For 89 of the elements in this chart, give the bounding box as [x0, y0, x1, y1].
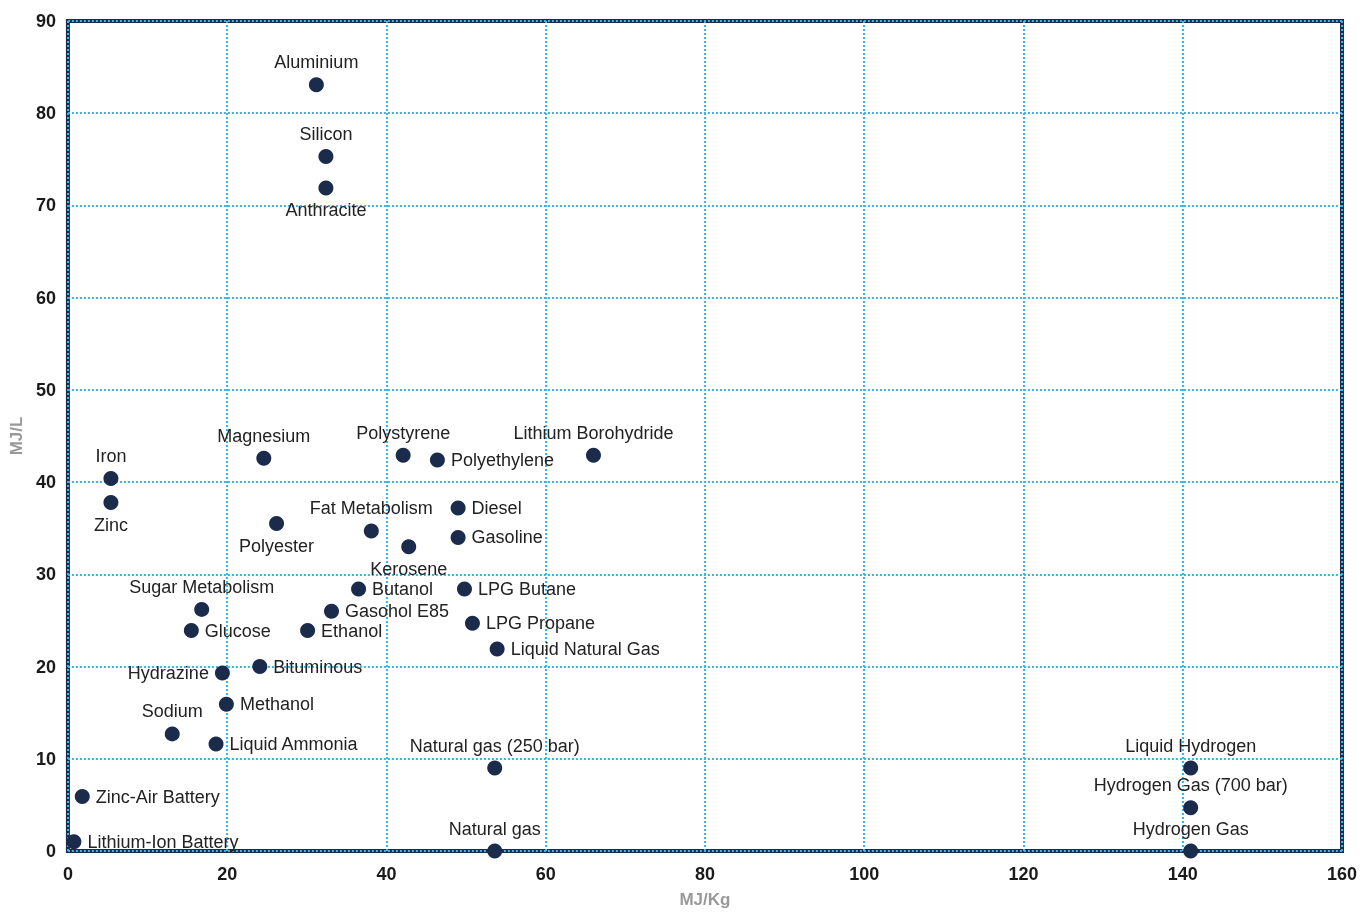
- point: [429, 452, 445, 468]
- annotation: Gasohol E85: [345, 601, 450, 622]
- point: [164, 726, 180, 742]
- point: [487, 760, 503, 776]
- annotation: Ethanol: [321, 620, 383, 641]
- y-tick-label: 60: [35, 287, 56, 308]
- point: [401, 539, 417, 555]
- annotation: Sugar Metabolism: [129, 576, 275, 597]
- annotation: LPG Propane: [485, 613, 596, 634]
- x-tick-label: 80: [694, 864, 715, 884]
- x-tick-label: 60: [535, 864, 556, 884]
- annotation: Methanol: [239, 694, 314, 715]
- x-tick-label: 40: [376, 864, 397, 884]
- x-tick-label: 100: [849, 864, 880, 884]
- annotation: Butanol: [372, 579, 434, 600]
- point: [395, 447, 411, 463]
- point: [256, 450, 272, 466]
- x-tick-label: 120: [1008, 864, 1039, 884]
- annotation: Lithium Borohydride: [513, 422, 674, 443]
- x-axis-title: MJ/Kg: [679, 890, 731, 909]
- y-tick-label: 90: [35, 11, 56, 31]
- annotation: Silicon: [299, 124, 353, 145]
- annotation: Magnesium: [217, 425, 311, 446]
- annotation: LPG Butane: [477, 579, 577, 600]
- point: [1183, 760, 1199, 776]
- point: [74, 789, 90, 805]
- annotation: Sodium: [141, 701, 203, 722]
- annotation: Diesel: [471, 497, 522, 518]
- annotation: Zinc: [93, 514, 128, 535]
- annotation: Bituminous: [273, 656, 363, 677]
- point: [585, 447, 601, 463]
- point: [363, 523, 379, 539]
- point: [194, 601, 210, 617]
- annotation: Lithium-Ion Battery: [87, 831, 239, 852]
- y-tick-label: 30: [35, 564, 56, 585]
- point: [1183, 843, 1199, 859]
- annotation: Natural gas (250 bar): [409, 735, 580, 756]
- point: [269, 516, 285, 532]
- point: [464, 615, 480, 631]
- y-tick-label: 0: [45, 841, 56, 861]
- y-tick-label: 20: [35, 656, 56, 677]
- point: [1183, 800, 1199, 816]
- y-tick-label: 10: [35, 748, 56, 769]
- y-tick-label: 70: [35, 195, 56, 216]
- point: [351, 581, 367, 597]
- annotation: Fat Metabolism: [309, 498, 433, 519]
- annotation: Aluminium: [274, 52, 359, 73]
- annotation: Zinc-Air Battery: [95, 786, 220, 807]
- x-tick-label: 140: [1167, 864, 1198, 884]
- annotation: Hydrazine: [127, 663, 209, 684]
- annotation: Liquid Hydrogen: [1125, 735, 1257, 756]
- point: [103, 470, 119, 486]
- point: [318, 149, 334, 165]
- point: [103, 494, 119, 510]
- annotation: Anthracite: [285, 200, 367, 221]
- x-tick-label: 0: [62, 864, 73, 884]
- point: [66, 834, 82, 850]
- point: [208, 736, 224, 752]
- point: [218, 696, 234, 712]
- point: [489, 641, 505, 657]
- point: [183, 623, 199, 639]
- point: [456, 581, 472, 597]
- y-tick-label: 80: [35, 103, 56, 124]
- annotation: Hydrogen Gas (700 bar): [1093, 775, 1288, 796]
- annotation: Polystyrene: [356, 422, 451, 443]
- point: [214, 665, 230, 681]
- point: [318, 180, 334, 196]
- point: [300, 623, 316, 639]
- point: [487, 843, 503, 859]
- y-tick-label: 50: [35, 379, 56, 400]
- annotation: Hydrogen Gas: [1132, 818, 1249, 839]
- point: [450, 529, 466, 545]
- x-tick-label: 20: [217, 864, 238, 884]
- point: [450, 500, 466, 516]
- annotation: Glucose: [204, 620, 271, 641]
- point: [324, 603, 339, 619]
- annotation: Natural gas: [448, 818, 541, 839]
- annotation: Liquid Natural Gas: [510, 639, 660, 660]
- annotation: Iron: [95, 445, 127, 466]
- annotation: Polyethylene: [450, 449, 554, 470]
- annotation: Polyester: [239, 536, 315, 557]
- x-tick-label: 160: [1326, 864, 1358, 884]
- annotation: Liquid Ammonia: [229, 734, 359, 755]
- y-tick-label: 40: [35, 472, 56, 493]
- point: [252, 659, 268, 675]
- y-axis-title: MJ/L: [7, 416, 26, 456]
- annotation: Gasoline: [471, 527, 543, 548]
- point: [308, 77, 324, 93]
- annotation: Kerosene: [370, 559, 448, 580]
